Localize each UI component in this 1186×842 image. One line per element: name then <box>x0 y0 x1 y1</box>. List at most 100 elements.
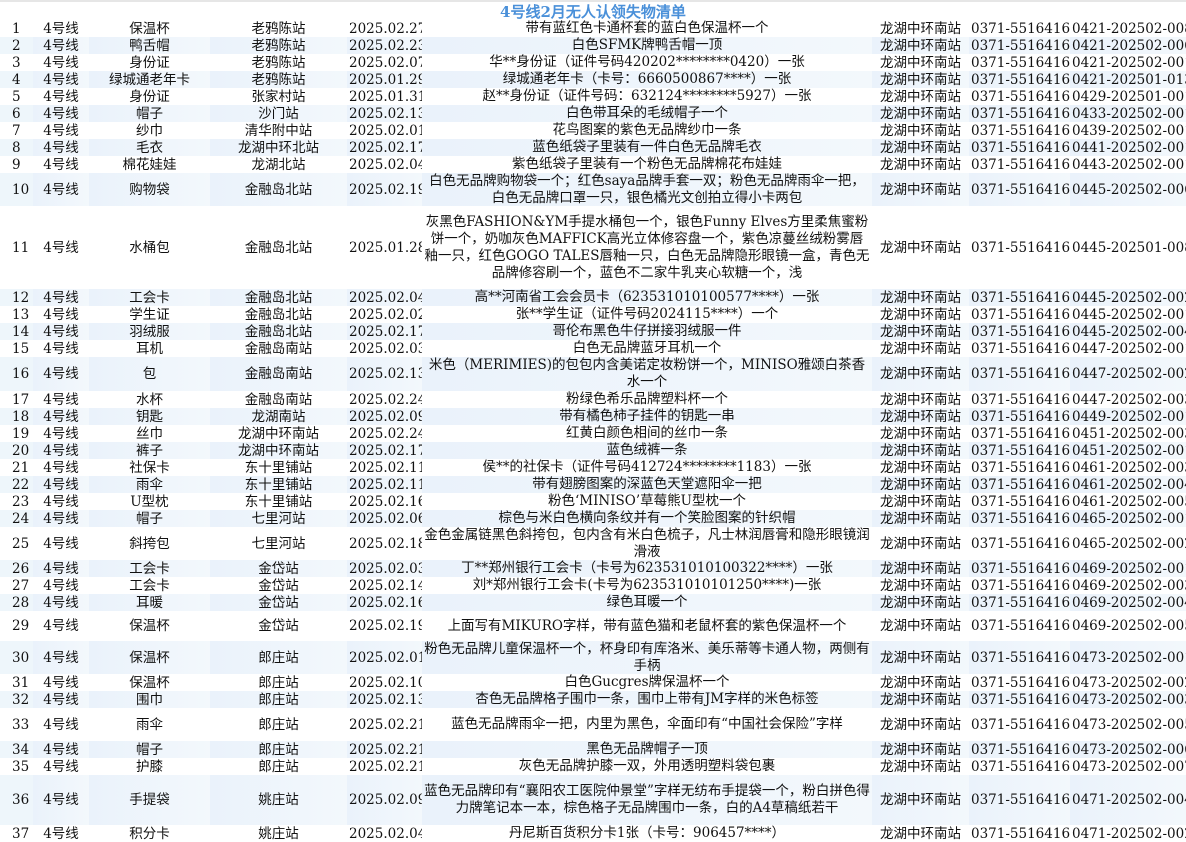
description-text: 杏色无品牌格子围巾一条，围巾上带有JM字样的米色标签 <box>475 691 819 707</box>
row-number: 28 <box>0 594 33 611</box>
row-number: 21 <box>12 459 30 476</box>
found-station: 郎庄站 <box>210 741 347 758</box>
found-station: 金融岛北站 <box>210 289 347 306</box>
item-name: 丝巾 <box>136 425 163 442</box>
description: 紫色纸袋子里装有一个粉色无品牌棉花布娃娃 <box>422 156 872 173</box>
table-row: 26 4号线 工会卡 金岱站 2025.02.03 丁**郑州银行工会卡（卡号为62353… <box>0 560 1186 577</box>
line: 4号线 <box>33 476 89 493</box>
row-number: 17 <box>12 391 30 408</box>
description: 丹尼斯百货积分卡1张（卡号：906457****） <box>422 825 872 842</box>
contact-phone: 0371-55164161 <box>969 442 1070 459</box>
description: 带有橘色柿子挂件的钥匙一串 <box>422 408 872 425</box>
page-title: 4号线2月无人认领失物清单 <box>0 0 1186 21</box>
date: 2025.02.01 <box>347 641 422 674</box>
item-name: 绿城通老年卡 <box>89 71 210 88</box>
description-text: 粉绿色希乐品牌塑料杯一个 <box>566 391 728 407</box>
item-name: 保温杯 <box>129 618 170 634</box>
date: 2025.01.31 <box>349 88 422 105</box>
contact-phone: 0371-55164161 <box>969 139 1070 156</box>
row-number: 23 <box>12 493 30 510</box>
found-station: 七里河站 <box>251 535 306 552</box>
contact-phone: 0371-55164161 <box>969 357 1070 391</box>
description-text: 蓝色绒裤一条 <box>606 442 688 458</box>
item-code: 0473-202502-001 <box>1070 641 1186 674</box>
line: 4号线 <box>33 775 89 825</box>
line: 4号线 <box>43 340 79 357</box>
found-station: 老鸦陈站 <box>251 54 306 71</box>
table-row: 25 4号线 斜挎包 七里河站 2025.02.18 金色金属链黑色斜挎包，包内含有米白色… <box>0 527 1186 560</box>
found-station: 金融岛南站 <box>210 357 347 391</box>
storage-station: 龙湖中环南站 <box>872 323 969 340</box>
found-station: 清华附中站 <box>244 122 313 139</box>
table-row: 4 4号线 绿城通老年卡 老鸦陈站 2025.01.29 绿城通老年卡（卡号：666050… <box>0 71 1186 88</box>
description-text: 丁**郑州银行工会卡（卡号为623531010100322****）一张 <box>461 560 833 576</box>
date: 2025.02.17 <box>347 442 422 459</box>
row-number: 13 <box>12 306 30 323</box>
line: 4号线 <box>43 535 79 552</box>
contact-phone: 0371-55164161 <box>969 510 1070 527</box>
description: 花鸟图案的紫色无品牌纱巾一条 <box>422 122 872 139</box>
description-text: 高**河南省工会会员卡（623531010100577****）一张 <box>474 289 820 305</box>
found-station: 龙湖北站 <box>251 156 306 173</box>
row-number: 36 <box>0 775 33 825</box>
line: 4号线 <box>33 289 89 306</box>
item-code: 0429-202501-001 <box>1072 88 1186 105</box>
item-code: 0445-202502-002 <box>1070 289 1186 306</box>
storage-station: 龙湖中环南站 <box>880 156 961 173</box>
item-code: 0461-202502-005 <box>1072 493 1186 510</box>
found-station: 郎庄站 <box>258 758 299 775</box>
table-row: 3 4号线 身份证 老鸦陈站 2025.02.07 华**身份证（证件号码420202**… <box>0 54 1186 71</box>
lost-items-table: 1 4号线 保温杯 老鸦陈站 2025.02.27 带有蓝红色卡通杯套的蓝白色保温杯一个龙… <box>0 20 1186 842</box>
storage-station: 龙湖中环南站 <box>872 594 969 611</box>
table-row: 22 4号线 雨伞 东十里铺站 2025.02.11 带有翅膀图案的深蓝色天堂遮阳伞一把 龙… <box>0 476 1186 493</box>
found-station: 郎庄站 <box>258 716 299 733</box>
description: 带有蓝红色卡通杯套的蓝白色保温杯一个 <box>422 20 872 37</box>
item-name: 羽绒服 <box>89 323 210 340</box>
row-number: 33 <box>12 716 30 733</box>
date: 2025.02.21 <box>349 758 422 775</box>
found-station: 七里河站 <box>210 510 347 527</box>
item-name: U型枕 <box>130 493 169 510</box>
date: 2025.02.24 <box>349 425 422 442</box>
table-row: 21 4号线 社保卡 东十里铺站 2025.02.11 侯**的社保卡（证件号码41272… <box>0 459 1186 476</box>
item-name: 学生证 <box>129 306 170 323</box>
item-code: 0445-202501-008 <box>1072 239 1186 256</box>
date: 2025.02.13 <box>347 357 422 391</box>
line: 4号线 <box>33 510 89 527</box>
description: 金色金属链黑色斜挎包，包内含有米白色梳子，凡士林润唇膏和隐形眼镜润滑液 <box>422 527 872 560</box>
contact-phone: 0371-55164161 <box>969 289 1070 306</box>
row-number: 3 <box>12 54 21 71</box>
description-text: 米色（MERIMIES)的包包内含美诺定妆粉饼一个，MINISO雅颂白茶香水一个 <box>428 357 866 390</box>
contact-phone: 0371-55164161 <box>969 560 1070 577</box>
row-number: 4 <box>0 71 33 88</box>
date: 2025.02.23 <box>347 37 422 54</box>
item-code: 0439-202502-001 <box>1072 122 1186 139</box>
storage-station: 龙湖中环南站 <box>880 459 961 476</box>
item-name: 水桶包 <box>129 239 170 256</box>
description: 灰黑色FASHION&YM手提水桶包一个，银色Funny Elves方里柔焦蜜粉… <box>422 206 872 289</box>
line: 4号线 <box>43 618 79 634</box>
description: 白色Gucgres牌保温杯一个 <box>422 674 872 691</box>
description-text: 华**身份证（证件号码420202********0420）一张 <box>489 54 805 70</box>
found-station: 金融岛北站 <box>210 173 347 206</box>
found-station: 东十里铺站 <box>244 493 313 510</box>
line: 4号线 <box>33 408 89 425</box>
table-row: 35 4号线 护膝 郎庄站 2025.02.21 灰色无品牌护膝一双，外用透明塑料袋包裹 龙… <box>0 758 1186 775</box>
line: 4号线 <box>33 37 89 54</box>
storage-station: 龙湖中环南站 <box>880 716 961 733</box>
storage-station: 龙湖中环南站 <box>872 691 969 708</box>
item-name: 毛衣 <box>89 139 210 156</box>
date: 2025.02.04 <box>349 825 422 842</box>
description: 蓝色无品牌印有“襄阳农工医院仲景堂”字样无纺布手提袋一个，粉白拼色得力牌笔记本一… <box>422 775 872 825</box>
table-row: 14 4号线 羽绒服 金融岛北站 2025.02.17 哥伦布黑色牛仔拼接羽绒服一件 龙湖中… <box>0 323 1186 340</box>
storage-station: 龙湖中环南站 <box>872 641 969 674</box>
row-number: 5 <box>12 88 21 105</box>
contact-phone: 0371-55164161 <box>971 425 1070 442</box>
description-text: 带有蓝红色卡通杯套的蓝白色保温杯一个 <box>525 20 769 36</box>
description-text: 蓝色无品牌印有“襄阳农工医院仲景堂”字样无纺布手提袋一个，粉白拼色得力牌笔记本一… <box>424 783 870 816</box>
table-row: 12 4号线 工会卡 金融岛北站 2025.02.04 高**河南省工会会员卡（62353… <box>0 289 1186 306</box>
item-code: 0465-202502-001 <box>1070 510 1186 527</box>
description: 丁**郑州银行工会卡（卡号为623531010100322****）一张 <box>422 560 872 577</box>
description-text: 白色Gucgres牌保温杯一个 <box>564 674 730 690</box>
line: 4号线 <box>43 758 79 775</box>
